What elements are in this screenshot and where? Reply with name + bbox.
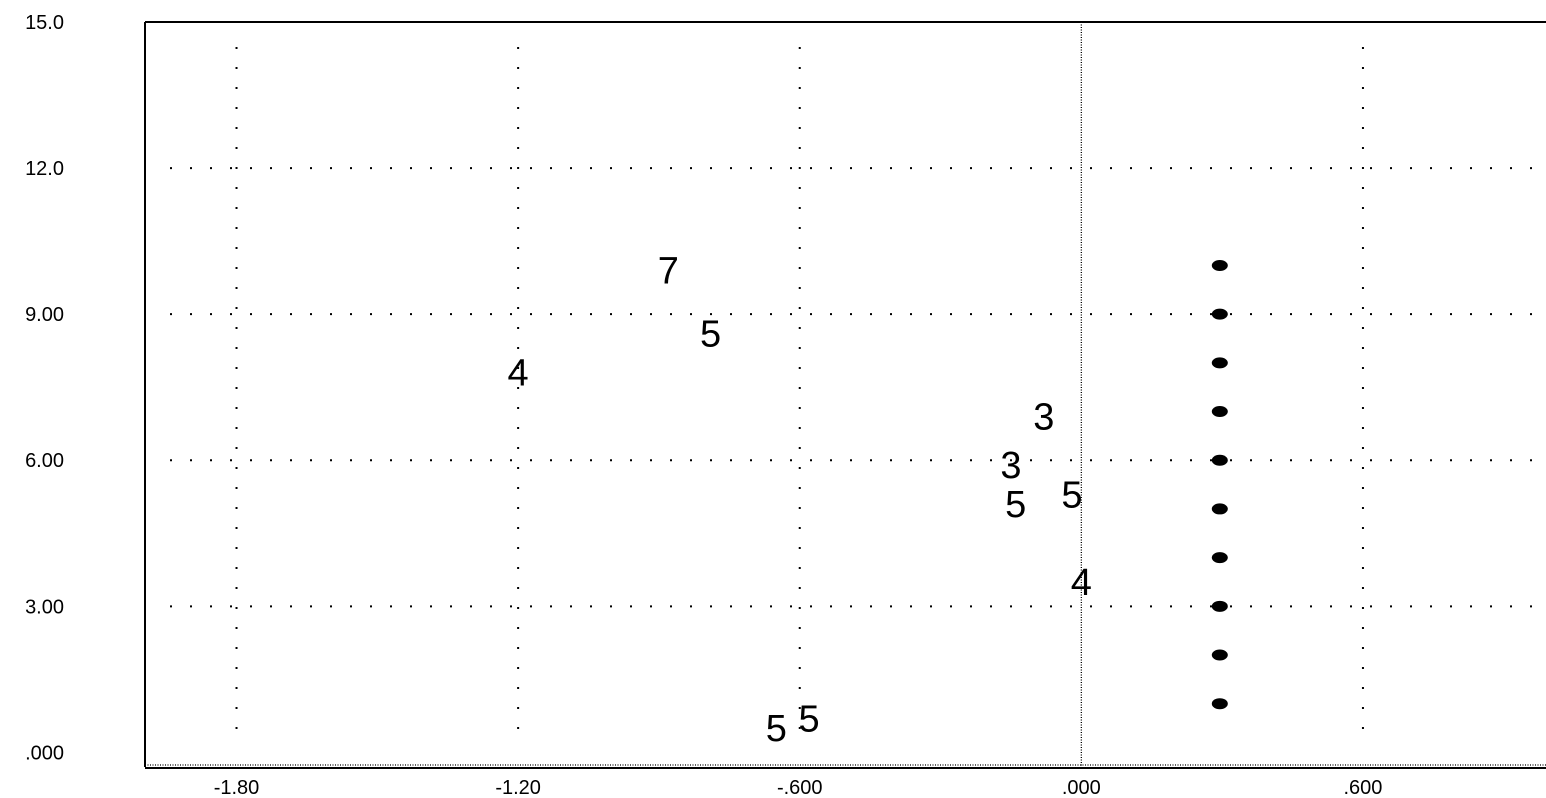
y-tick-label: 6.00 (25, 450, 64, 472)
x-tick-label: -1.80 (214, 777, 260, 798)
point-dot (1211, 406, 1228, 418)
point-dot (1211, 357, 1228, 369)
point-dot (1211, 454, 1228, 466)
point-label: 4 (508, 353, 529, 395)
point-label: 4 (1071, 562, 1092, 604)
point-dot (1211, 552, 1228, 564)
point-dot (1211, 649, 1228, 661)
point-label: 5 (1005, 484, 1026, 526)
point-label: 3 (1000, 445, 1021, 487)
point-dot (1211, 503, 1228, 515)
y-tick-label: 3.00 (25, 596, 64, 618)
y-tick-label: 9.00 (25, 304, 64, 326)
point-label: 5 (799, 698, 820, 740)
point-label: 5 (1061, 474, 1082, 516)
plot-frame (144, 21, 1546, 769)
point-label: 7 (658, 250, 679, 292)
x-axis-tick-labels: -1.80 -1.20 -.600 .000 .600 (214, 777, 1383, 798)
y-axis-tick-labels: .000 3.00 6.00 9.00 12.0 15.0 (25, 12, 64, 764)
point-dot (1211, 308, 1228, 320)
y-tick-label: 12.0 (25, 158, 64, 180)
x-tick-label: .000 (1062, 777, 1101, 798)
y-tick-label: 15.0 (25, 12, 64, 34)
x-tick-label: -.600 (777, 777, 823, 798)
x-tick-label: -1.20 (495, 777, 541, 798)
x-tick-label: .600 (1343, 777, 1382, 798)
point-dot (1211, 600, 1228, 612)
point-label: 5 (766, 708, 787, 750)
point-label: 3 (1033, 396, 1054, 438)
y-tick-label: .000 (25, 742, 64, 764)
point-dot (1211, 259, 1228, 271)
point-dot (1211, 698, 1228, 710)
point-label: 5 (700, 314, 721, 356)
